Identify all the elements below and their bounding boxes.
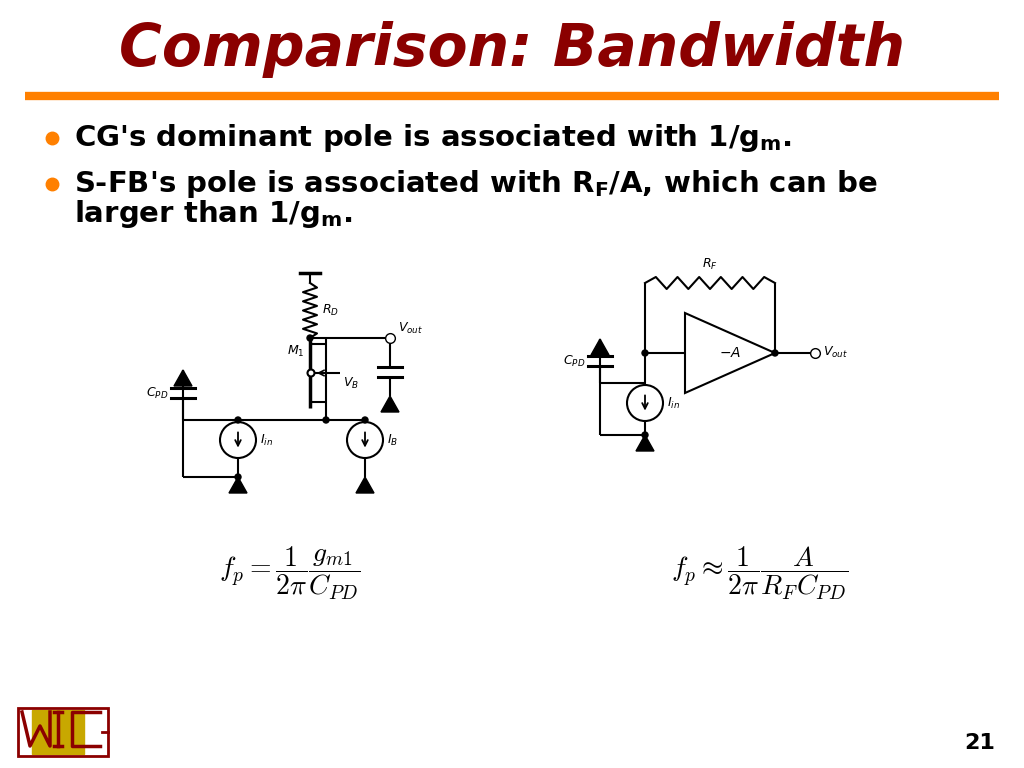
Text: S-FB's pole is associated with R$_\mathregular{F}$/A, which can be: S-FB's pole is associated with R$_\mathr… bbox=[74, 168, 878, 200]
Circle shape bbox=[627, 385, 663, 421]
Text: $C_{PD}$: $C_{PD}$ bbox=[562, 353, 585, 369]
Text: CG's dominant pole is associated with 1/g$_\mathregular{m}$.: CG's dominant pole is associated with 1/… bbox=[74, 122, 792, 154]
Polygon shape bbox=[229, 477, 247, 493]
Text: $M_1$: $M_1$ bbox=[288, 344, 305, 359]
Polygon shape bbox=[636, 435, 654, 451]
Text: $-A$: $-A$ bbox=[719, 346, 741, 360]
Text: $R_F$: $R_F$ bbox=[702, 257, 718, 272]
Text: $R_D$: $R_D$ bbox=[322, 303, 339, 318]
Polygon shape bbox=[685, 313, 775, 393]
Text: $I_{in}$: $I_{in}$ bbox=[260, 432, 273, 448]
Circle shape bbox=[323, 417, 329, 423]
Text: $I_B$: $I_B$ bbox=[387, 432, 398, 448]
Circle shape bbox=[642, 432, 648, 438]
Text: $I_{in}$: $I_{in}$ bbox=[667, 396, 680, 411]
Polygon shape bbox=[381, 396, 399, 412]
Text: $V_B$: $V_B$ bbox=[343, 376, 359, 391]
Circle shape bbox=[220, 422, 256, 458]
Circle shape bbox=[307, 335, 313, 341]
Polygon shape bbox=[356, 477, 374, 493]
Circle shape bbox=[234, 417, 241, 423]
Text: $f_p \approx \dfrac{1}{2\pi} \dfrac{A}{R_F C_{PD}}$: $f_p \approx \dfrac{1}{2\pi} \dfrac{A}{R… bbox=[672, 545, 849, 601]
Text: 21: 21 bbox=[965, 733, 995, 753]
Circle shape bbox=[642, 350, 648, 356]
Circle shape bbox=[772, 350, 778, 356]
Polygon shape bbox=[174, 370, 193, 386]
Polygon shape bbox=[591, 339, 609, 355]
Text: $V_{out}$: $V_{out}$ bbox=[398, 321, 423, 336]
Bar bbox=[32, 710, 84, 754]
Circle shape bbox=[362, 417, 368, 423]
Text: $V_{out}$: $V_{out}$ bbox=[823, 345, 848, 359]
Text: larger than 1/g$_\mathregular{m}$.: larger than 1/g$_\mathregular{m}$. bbox=[74, 198, 352, 230]
Circle shape bbox=[347, 422, 383, 458]
Circle shape bbox=[234, 474, 241, 480]
Text: $C_{PD}$: $C_{PD}$ bbox=[145, 386, 168, 401]
Text: $f_p = \dfrac{1}{2\pi} \dfrac{g_{m1}}{C_{PD}}$: $f_p = \dfrac{1}{2\pi} \dfrac{g_{m1}}{C_… bbox=[219, 545, 360, 601]
Circle shape bbox=[307, 369, 314, 376]
Bar bbox=[18, 708, 108, 756]
Text: Comparison: Bandwidth: Comparison: Bandwidth bbox=[119, 22, 905, 78]
